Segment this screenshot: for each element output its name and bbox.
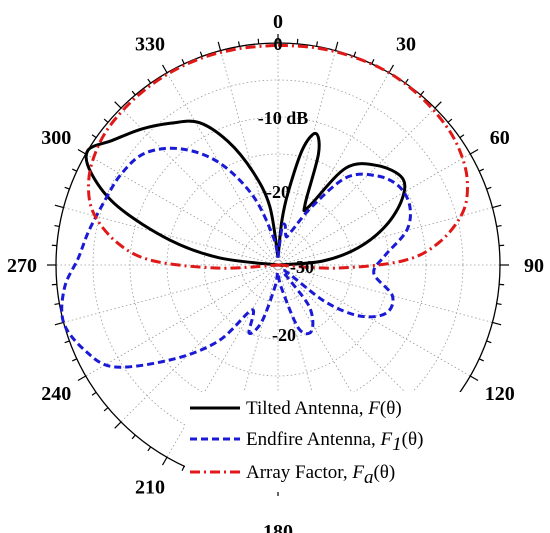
angle-label-300: 300 [41, 127, 71, 149]
grid-spoke [277, 207, 493, 266]
grid-spoke [277, 153, 471, 266]
angle-tick [492, 204, 502, 209]
angle-label-240: 240 [41, 383, 71, 405]
angle-tick [54, 204, 64, 209]
angle-tick [353, 51, 357, 57]
angle-tick [469, 375, 479, 382]
angle-tick [77, 375, 87, 382]
angle-tick [371, 59, 375, 65]
angle-tick [334, 41, 339, 51]
grid-spoke [166, 72, 279, 266]
angle-tick [131, 434, 136, 440]
angle-tick [77, 148, 87, 155]
axis-labels: 0 30 60 90 120 180 210 240 270 300 330 0 -10 dB -20 -3… [7, 11, 544, 533]
angle-label-270: 270 [7, 255, 37, 277]
grid-spoke [120, 264, 279, 423]
angle-tick [103, 407, 109, 412]
angle-tick [181, 465, 185, 471]
angle-tick [114, 101, 122, 109]
grid-spoke [220, 50, 279, 266]
angle-tick [315, 41, 319, 47]
grid-ring [166, 153, 390, 377]
legend-item-tilted: Tilted Antenna, F(θ) [246, 398, 402, 419]
series-line-1 [60, 146, 412, 369]
angle-tick [54, 302, 60, 306]
angle-tick [478, 358, 484, 362]
angle-tick [486, 186, 492, 190]
angle-tick [131, 90, 136, 96]
angle-tick [459, 134, 465, 139]
angle-tick [181, 59, 185, 65]
angle-tick [72, 358, 78, 362]
radial-label-1: -10 dB [258, 108, 309, 128]
angle-tick [64, 186, 70, 190]
grid-spoke [63, 207, 279, 266]
grid-spoke [277, 72, 390, 266]
angle-tick [91, 391, 97, 396]
angle-tick [486, 340, 492, 344]
angle-tick [447, 118, 453, 123]
angle-tick [496, 302, 502, 306]
grid-spoke [277, 107, 436, 266]
angle-tick [103, 118, 109, 123]
angle-tick [478, 168, 484, 172]
angle-tick [114, 421, 122, 429]
angle-label-60: 60 [490, 127, 510, 149]
angle-tick [54, 321, 64, 326]
angle-tick [199, 51, 203, 57]
angle-label-30: 30 [396, 33, 416, 55]
angle-tick [469, 148, 479, 155]
angle-tick [147, 78, 152, 84]
grid-spoke [63, 264, 279, 323]
angle-label-180: 180 [263, 521, 293, 533]
grid-spoke [85, 264, 279, 377]
angle-tick [420, 90, 425, 96]
angle-tick [217, 41, 222, 51]
radial-label-3: -30 [290, 257, 314, 277]
legend-item-array: Array Factor, Fa(θ) [246, 462, 395, 488]
angle-tick [161, 456, 168, 466]
angle-label-0: 0 [273, 11, 283, 33]
angle-tick [72, 168, 78, 172]
angle-label-120: 120 [485, 383, 515, 405]
legend-item-endfire: Endfire Antenna, F1(θ) [246, 429, 423, 455]
series-layer [60, 43, 469, 369]
legend: Tilted Antenna, F(θ) Endfire Antenna, F1… [185, 392, 475, 492]
grid-spoke [85, 153, 279, 266]
angle-tick [147, 446, 152, 452]
angle-tick [161, 64, 168, 74]
angle-tick [91, 134, 97, 139]
angle-tick [54, 224, 60, 228]
series-line-0 [84, 119, 407, 268]
angle-tick [434, 101, 442, 109]
grid-spoke [277, 50, 336, 266]
series-line-2 [87, 43, 469, 270]
angle-label-210: 210 [135, 477, 165, 499]
angle-tick [237, 41, 241, 47]
angle-label-330: 330 [135, 33, 165, 55]
grid-spoke [277, 264, 471, 377]
angle-tick [492, 321, 502, 326]
angle-tick [496, 224, 502, 228]
angle-tick [64, 340, 70, 344]
radial-label-0: 0 [274, 34, 283, 54]
radial-label-2: -20 [266, 182, 290, 202]
grid-spoke [277, 264, 493, 323]
radial-label-4: -20 [272, 325, 296, 345]
angle-label-90: 90 [524, 255, 544, 277]
grid-ring [203, 190, 353, 340]
grid-spoke [120, 107, 279, 266]
